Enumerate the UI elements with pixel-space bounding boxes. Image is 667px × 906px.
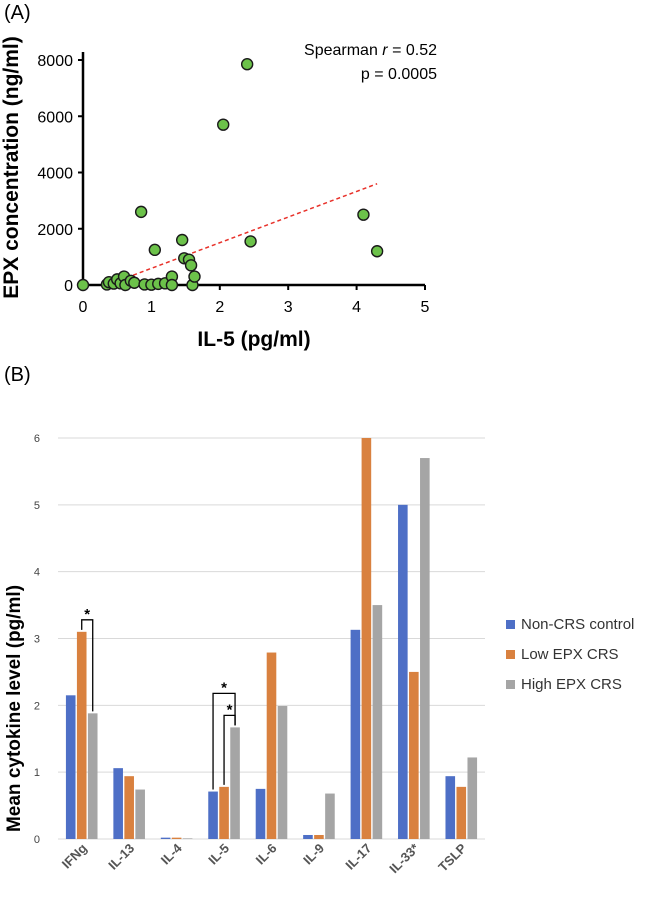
legend-swatch: [506, 680, 515, 689]
y-tick-label: 5: [34, 500, 40, 512]
legend-swatch: [506, 650, 515, 659]
y-axis-title: EPX concentration (ng/ml): [0, 36, 23, 299]
bar: [350, 629, 361, 839]
bar: [65, 695, 76, 839]
category-label: IL-4: [158, 840, 185, 867]
data-point: [188, 270, 201, 283]
bar: [230, 727, 240, 839]
trend-line: [106, 183, 378, 286]
x-tick-label: 0: [79, 299, 88, 316]
bar: [398, 504, 408, 839]
y-axis-title: Mean cytokine level (pg/ml): [4, 585, 25, 832]
data-point: [165, 278, 179, 292]
bar: [208, 791, 218, 839]
spearman-annotation: Spearman r = 0.52: [304, 42, 437, 59]
y-tick-label: 6: [34, 433, 40, 445]
bar: [467, 757, 478, 839]
data-point: [148, 243, 162, 257]
x-tick-label: 5: [421, 299, 430, 316]
bar: [325, 793, 335, 839]
bar: [361, 438, 372, 839]
category-label: IL-17: [342, 841, 374, 873]
bar-chart: 0 1 2 3 4 5 6 IFNg IL-13 IL-4 IL-5 IL-6 IL-9 IL-17 IL-…: [4, 433, 634, 876]
scatter-chart: 0 2000 4000 6000 8000 0 1 2 3 4 5 IL-5 (pg/ml) EPX c…: [0, 36, 437, 351]
data-point: [128, 276, 141, 289]
data-point: [357, 208, 370, 221]
bar: [266, 652, 277, 839]
data-point: [76, 278, 90, 292]
panel-b-label: (B): [4, 364, 31, 386]
category-label: IL-9: [300, 841, 327, 868]
bar: [420, 458, 430, 839]
y-tick-label: 2000: [37, 222, 73, 239]
bar: [124, 776, 134, 839]
bar: [171, 837, 182, 839]
y-tick-label: 8000: [37, 53, 73, 70]
bar: [219, 786, 229, 839]
data-point: [217, 118, 230, 131]
significance-bracket: [212, 692, 236, 790]
bar: [372, 605, 383, 839]
category-label: IL-13: [105, 841, 137, 873]
data-point: [184, 259, 198, 272]
significance-star: *: [227, 701, 233, 718]
bar: [160, 837, 171, 839]
significance-star: *: [221, 679, 227, 696]
x-tick-label: 1: [147, 299, 156, 316]
category-label: IFNg: [59, 840, 90, 871]
bar: [445, 776, 456, 839]
y-tick-label: 2: [34, 700, 40, 712]
bar: [113, 768, 123, 839]
significance-bracket: [223, 714, 236, 785]
y-tick-label: 0: [64, 278, 73, 295]
y-tick-label: 0: [34, 834, 40, 846]
legend-label: Non-CRS control: [521, 616, 634, 633]
panel-a-label: (A): [4, 2, 31, 24]
bar: [277, 706, 288, 839]
category-label: IL-5: [205, 841, 232, 868]
legend-label: Low EPX CRS: [521, 646, 619, 663]
bar: [303, 834, 313, 839]
x-tick-label: 2: [215, 299, 224, 316]
data-point: [370, 245, 384, 258]
data-point: [240, 58, 254, 71]
x-axis-title: IL-5 (pg/ml): [197, 328, 310, 351]
bar: [255, 788, 266, 839]
data-point: [244, 235, 257, 248]
x-tick-label: 4: [352, 299, 361, 316]
y-tick-label: 4000: [37, 166, 73, 183]
category-label: IL-6: [253, 841, 280, 868]
y-tick-label: 4: [34, 567, 40, 579]
bar: [182, 838, 193, 839]
significance-bracket: [81, 619, 94, 712]
legend-label: High EPX CRS: [521, 676, 622, 693]
y-tick-label: 1: [34, 767, 40, 779]
bar: [76, 631, 87, 839]
bar: [314, 834, 324, 839]
bar: [135, 789, 145, 839]
bar: [87, 713, 98, 839]
significance-star: *: [84, 606, 90, 623]
y-tick-label: 3: [34, 634, 40, 646]
category-label: IL-33*: [386, 840, 422, 876]
bar: [456, 786, 467, 839]
x-tick-label: 3: [284, 299, 293, 316]
y-tick-label: 6000: [37, 109, 73, 126]
data-point: [134, 205, 148, 219]
bar: [409, 671, 419, 839]
category-label: TSLP: [435, 840, 469, 874]
legend-swatch: [506, 620, 515, 629]
data-point: [175, 233, 189, 247]
p-value-annotation: p = 0.0005: [361, 66, 437, 83]
